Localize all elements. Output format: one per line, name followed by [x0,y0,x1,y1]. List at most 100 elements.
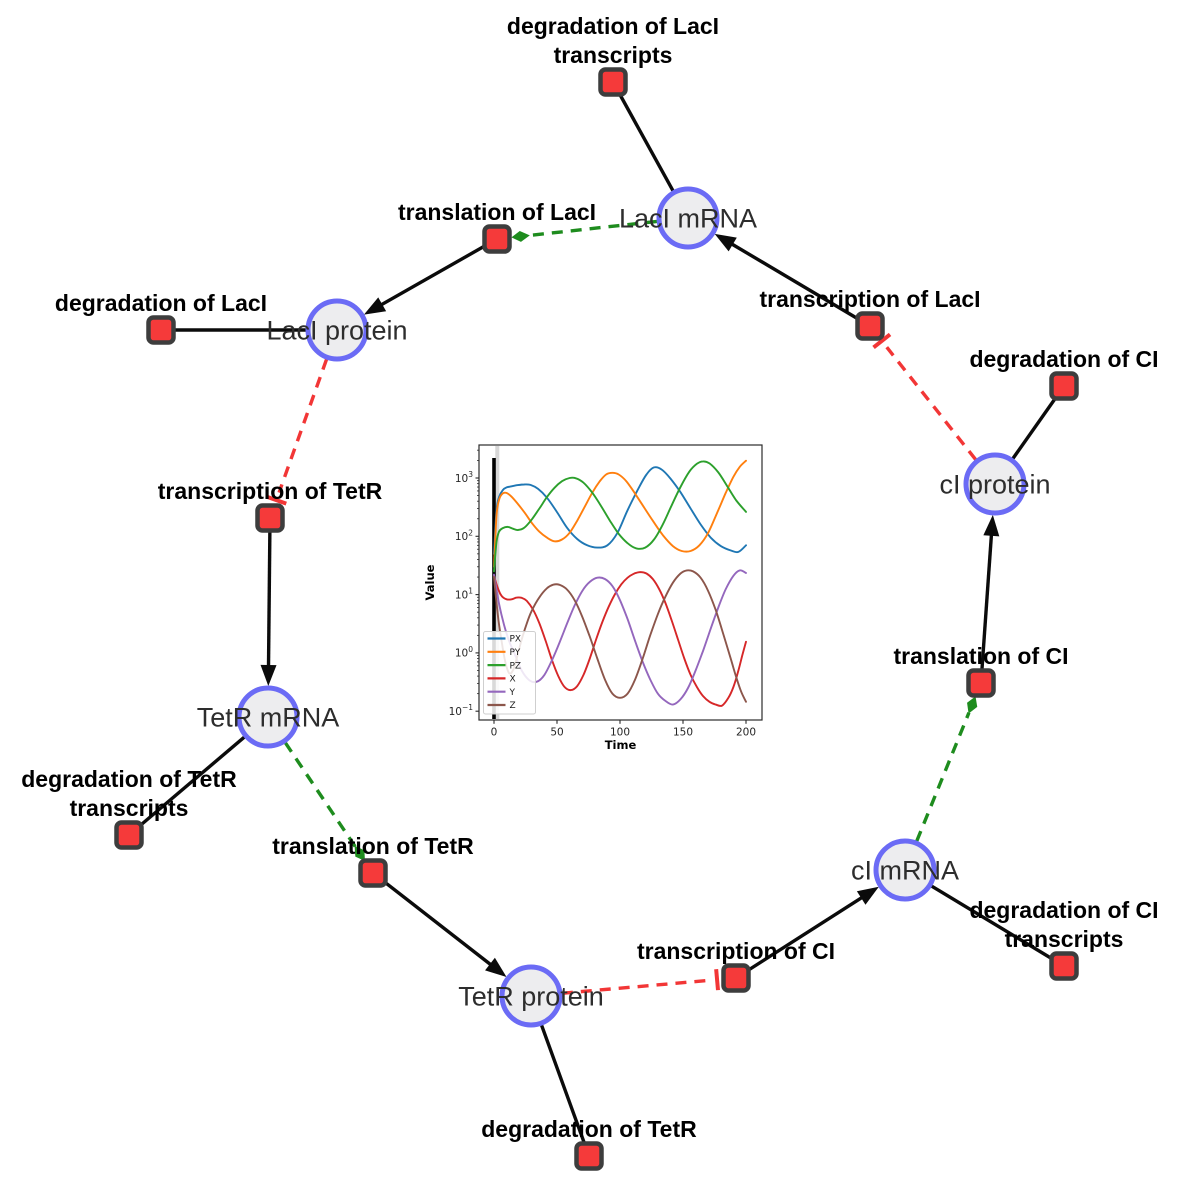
edge-line-production [377,237,498,309]
series-line-PX [493,466,747,555]
edge-transcription-ci--ci-mrna[interactable] [735,886,879,980]
edge-laci-mrna--degradation-laci-transcripts[interactable] [611,81,675,192]
modifier-arrowhead [967,696,978,714]
edge-tetr-mrna--translation-tetr[interactable] [283,741,365,861]
arrowhead [983,514,1000,537]
legend-label-PX: PX [510,635,522,645]
x-tick-label: 50 [550,727,563,739]
reaction-label-degradation-ci-transcripts-line1: degradation of CI [969,897,1158,923]
species-node-ci-protein[interactable] [963,452,1027,516]
edge-laci-protein--transcription-tetr[interactable] [265,358,329,506]
species-node-ci-mrna[interactable] [873,838,937,902]
edge-line-inhibition [561,978,710,995]
series-line-PY [493,459,747,568]
reaction-node-transcription-tetr[interactable] [255,503,285,533]
reaction-node-degradation-tetr-transcripts[interactable] [114,820,144,850]
legend-label-Z: Z [510,701,516,711]
species-label-tetr-mrna: TetR mRNA [197,703,340,733]
species-node-laci-mrna[interactable] [656,186,720,250]
series-line-X [493,571,747,707]
reaction-node-translation-ci[interactable] [966,668,996,698]
y-axis-label: Value [423,564,437,600]
edge-tetr-protein--degradation-tetr[interactable] [539,1024,591,1157]
reaction-label-degradation-tetr-transcripts-line1: degradation of TetR [21,766,237,792]
y-tick-label: 103 [455,470,473,485]
edge-line-consumption [127,735,246,837]
reaction-node-degradation-tetr[interactable] [574,1141,604,1171]
edge-line-production [979,530,994,684]
y-tick-label: 10−1 [449,703,474,718]
arrowhead [485,957,507,977]
species-node-tetr-mrna[interactable] [236,685,300,749]
reaction-node-degradation-laci[interactable] [146,315,176,345]
x-tick-label: 100 [610,727,630,739]
legend-label-X: X [510,675,516,685]
x-tick-label: 0 [491,727,498,739]
edge-line-production [266,517,272,671]
reaction-label-translation-tetr-line1: translation of TetR [272,833,474,859]
x-tick-label: 200 [736,727,756,739]
reaction-node-degradation-ci-transcripts[interactable] [1049,951,1079,981]
species-node-tetr-protein[interactable] [499,964,563,1028]
reaction-label-degradation-laci-line1: degradation of LacI [55,290,267,316]
arrowhead [856,886,879,905]
nodes-layer [114,67,1079,1171]
species-label-ci-protein: cI protein [939,470,1050,500]
reaction-label-transcription-tetr-line1: transcription of TetR [158,478,383,504]
species-label-laci-protein: LacI protein [266,316,407,346]
edge-translation-tetr--tetr-protein[interactable] [371,871,507,977]
edge-line-modifier [528,219,658,238]
reaction-label-degradation-ci-transcripts-line2: transcripts [1005,926,1124,952]
edge-ci-mrna--degradation-ci-transcripts[interactable] [930,884,1065,968]
modifier-arrowhead [354,845,365,861]
x-axis-label: Time [605,738,637,752]
y-tick-label: 101 [455,587,473,602]
legend-label-PZ: PZ [510,661,522,671]
edge-line-inhibition [277,358,329,494]
inhibitor-bar [265,494,287,506]
edges-layer [127,81,1066,1157]
legend-label-PY: PY [510,648,521,658]
arrowhead [260,664,277,687]
edge-laci-mrna--translation-laci[interactable] [511,219,658,242]
reaction-label-translation-laci-line1: translation of LacI [398,199,596,225]
initial-transient-band [495,446,500,719]
edge-ci-mrna--translation-ci[interactable] [915,696,978,842]
edge-transcription-tetr--tetr-mrna[interactable] [260,517,277,687]
series-line-PZ [493,460,747,573]
inset-chart: 0 50 100 150 20010310210110010−1TimeValuePXP… [423,444,763,752]
edge-translation-laci--laci-protein[interactable] [363,237,498,315]
reaction-label-degradation-laci-transcripts-line1: degradation of LacI [507,13,719,39]
inhibitor-bar [872,332,892,349]
edge-line-consumption [539,1024,591,1157]
reaction-node-degradation-ci[interactable] [1049,371,1079,401]
edge-line-consumption [611,81,675,192]
edge-tetr-mrna--degradation-tetr-transcripts[interactable] [127,735,246,837]
species-label-laci-mrna: LacI mRNA [619,204,757,234]
arrowhead [714,233,737,252]
reaction-node-degradation-laci-transcripts[interactable] [598,67,628,97]
reaction-label-degradation-tetr-line1: degradation of TetR [481,1116,697,1142]
edge-line-inhibition [885,346,978,461]
edge-line-modifier [283,741,357,848]
edge-line-modifier [915,712,971,842]
reaction-node-translation-laci[interactable] [482,224,512,254]
edge-line-production [727,240,871,328]
reaction-node-transcription-laci[interactable] [855,311,885,341]
edge-translation-ci--ci-protein[interactable] [979,514,1000,684]
edge-ci-protein--transcription-laci[interactable] [872,332,978,461]
species-node-laci-protein[interactable] [305,298,369,362]
chart-legend: PX PY PZ XYZ [483,631,536,715]
y-tick-label: 102 [455,528,473,543]
legend-label-Y: Y [509,688,516,698]
reaction-label-degradation-tetr-transcripts-line2: transcripts [70,795,189,821]
edge-line-consumption [930,884,1065,968]
inhibitor-bar [714,969,720,991]
arrowhead [363,297,387,315]
reaction-node-translation-tetr[interactable] [358,858,388,888]
reaction-node-transcription-ci[interactable] [721,963,751,993]
edge-transcription-laci--laci-mrna[interactable] [714,233,871,328]
edge-tetr-protein--transcription-ci[interactable] [561,969,720,995]
